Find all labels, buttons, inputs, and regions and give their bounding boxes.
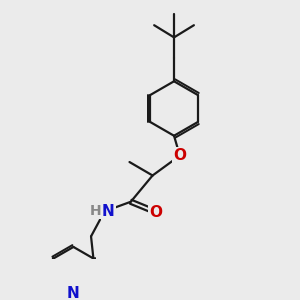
- Text: N: N: [67, 286, 80, 300]
- Text: O: O: [149, 205, 162, 220]
- Text: N: N: [102, 204, 115, 219]
- Text: H: H: [90, 204, 101, 218]
- Text: O: O: [173, 148, 186, 163]
